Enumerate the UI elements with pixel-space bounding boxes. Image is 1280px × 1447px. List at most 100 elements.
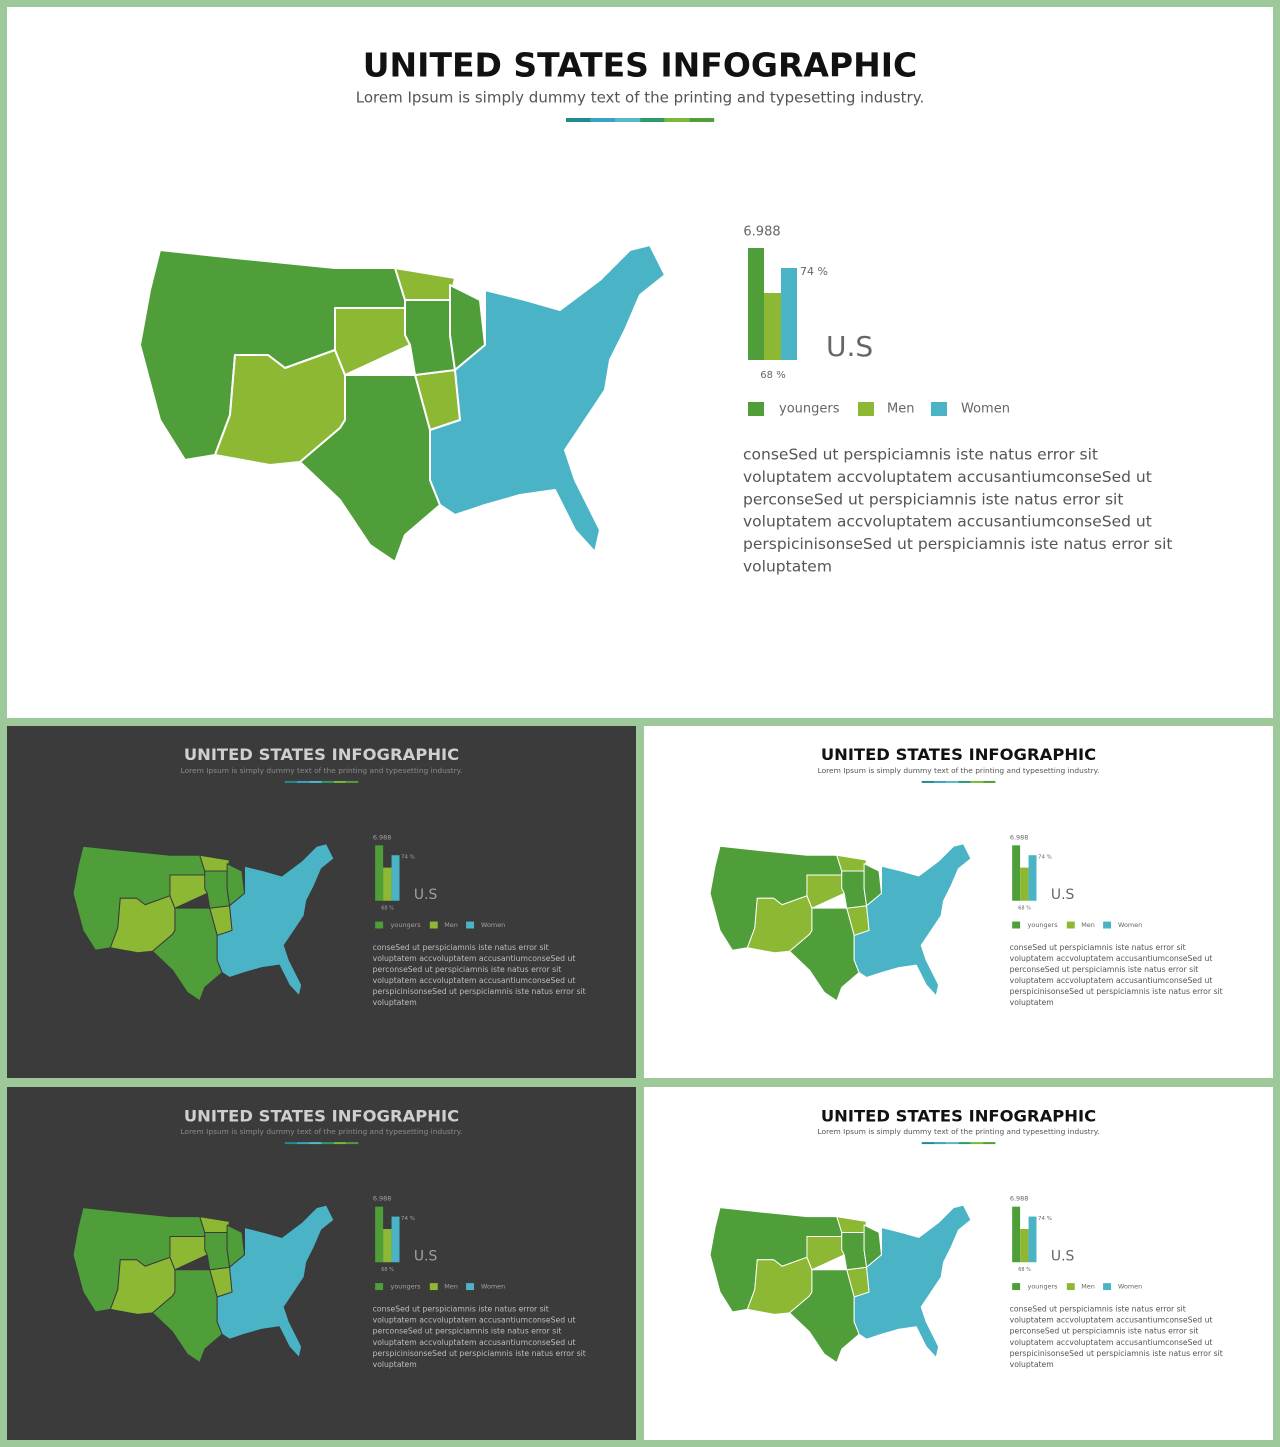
bar	[383, 867, 392, 901]
region-label: U.S	[414, 1248, 438, 1264]
legend-label: Women	[961, 402, 1010, 417]
subtitle: Lorem Ipsum is simply dummy text of the …	[181, 766, 463, 775]
map-region	[404, 299, 456, 376]
legend-label: Women	[481, 921, 505, 929]
title-underline	[958, 1142, 971, 1145]
slide: UNITED STATES INFOGRAPHIC Lorem Ipsum is …	[644, 1087, 1273, 1440]
legend-swatch	[375, 921, 384, 929]
title-underline	[566, 118, 591, 122]
region-label: U.S	[826, 330, 873, 363]
paragraph-line: conseSed ut perspiciamnis iste natus err…	[373, 1304, 549, 1313]
paragraph-line: voluptatem	[743, 558, 832, 576]
bar	[391, 855, 400, 901]
title-underline	[946, 1142, 959, 1145]
bar-label: 68 %	[1018, 906, 1031, 912]
title-underline	[921, 780, 935, 783]
subtitle: Lorem Ipsum is simply dummy text of the …	[818, 766, 1100, 775]
title-underline	[970, 780, 984, 783]
bar-label: 6.988	[373, 1195, 391, 1203]
map-region	[169, 1235, 208, 1271]
legend-swatch	[1103, 1283, 1112, 1291]
bar-label: 74 %	[401, 855, 415, 861]
bar-label: 74 %	[1038, 855, 1052, 861]
title-underline	[934, 780, 947, 783]
subtitle: Lorem Ipsum is simply dummy text of the …	[356, 89, 924, 107]
title-underline	[958, 780, 971, 783]
map-region	[841, 870, 868, 909]
paragraph-line: conseSed ut perspiciamnis iste natus err…	[1010, 943, 1186, 952]
title-underline	[309, 780, 322, 783]
legend-label: youngers	[391, 921, 422, 929]
legend-swatch	[1103, 921, 1112, 929]
paragraph-line: voluptatem accvoluptatem accusantiumcons…	[743, 513, 1152, 531]
paragraph-line: perconseSed ut perspiciamnis iste natus …	[373, 965, 562, 974]
title-underline	[333, 780, 347, 783]
title-underline	[321, 780, 334, 783]
paragraph-line: perspicinisonseSed ut perspiciamnis iste…	[1010, 987, 1223, 996]
title: UNITED STATES INFOGRAPHIC	[363, 46, 917, 85]
legend-label: Men	[1081, 921, 1095, 929]
paragraph-line: voluptatem accvoluptatem accusantiumcons…	[1010, 976, 1213, 985]
paragraph-line: voluptatem	[373, 998, 417, 1007]
bar-label: 68 %	[1018, 1267, 1031, 1273]
paragraph-line: voluptatem	[1010, 1360, 1054, 1369]
bar	[764, 293, 781, 360]
legend-label: Women	[1118, 921, 1142, 929]
map-region	[334, 307, 411, 376]
title-underline	[346, 780, 359, 783]
title: UNITED STATES INFOGRAPHIC	[184, 1106, 459, 1125]
legend-label: Men	[1081, 1283, 1095, 1291]
region-label: U.S	[1051, 887, 1075, 903]
title-underline	[983, 780, 996, 783]
legend-label: youngers	[779, 402, 840, 417]
title-underline	[321, 1142, 334, 1145]
legend-swatch	[748, 402, 764, 416]
bar	[1020, 1228, 1029, 1263]
bar-label: 74 %	[800, 265, 828, 278]
bar	[391, 1216, 400, 1263]
paragraph-line: voluptatem	[373, 1360, 417, 1369]
bar	[383, 1228, 392, 1263]
paragraph-line: voluptatem accvoluptatem accusantiumcons…	[1010, 1316, 1213, 1325]
bar	[1012, 1206, 1021, 1263]
title-underline	[640, 118, 665, 122]
slide: UNITED STATES INFOGRAPHIC Lorem Ipsum is …	[644, 726, 1273, 1078]
bar	[748, 248, 764, 360]
title-underline	[946, 780, 959, 783]
paragraph-line: perspicinisonseSed ut perspiciamnis iste…	[373, 987, 586, 996]
title-underline	[284, 1142, 298, 1145]
subtitle: Lorem Ipsum is simply dummy text of the …	[181, 1127, 463, 1136]
title-underline	[615, 118, 641, 122]
bar	[1028, 855, 1037, 901]
paragraph-line: voluptatem accvoluptatem accusantiumcons…	[743, 468, 1152, 486]
paragraph-line: conseSed ut perspiciamnis iste natus err…	[743, 446, 1098, 464]
title-underline	[346, 1142, 359, 1145]
legend-swatch	[466, 921, 475, 929]
legend-label: Women	[481, 1283, 505, 1291]
slide: UNITED STATES INFOGRAPHIC Lorem Ipsum is …	[7, 726, 636, 1078]
bar	[1020, 867, 1029, 901]
region-label: U.S	[414, 887, 438, 903]
title: UNITED STATES INFOGRAPHIC	[821, 745, 1096, 764]
slide: UNITED STATES INFOGRAPHIC Lorem Ipsum is …	[7, 1087, 636, 1440]
legend-label: Women	[1118, 1283, 1142, 1291]
bar-label: 6.988	[373, 833, 391, 841]
map-region	[169, 874, 208, 909]
title-underline	[664, 118, 690, 122]
bar-label: 68 %	[381, 906, 394, 912]
bar	[1028, 1216, 1037, 1263]
title-underline	[934, 1142, 947, 1145]
paragraph-line: voluptatem accvoluptatem accusantiumcons…	[373, 1338, 576, 1347]
bar-label: 74 %	[401, 1216, 415, 1222]
legend-label: Men	[887, 402, 914, 417]
legend-swatch	[1066, 1283, 1075, 1291]
legend-label: youngers	[391, 1283, 422, 1291]
paragraph-line: voluptatem accvoluptatem accusantiumcons…	[373, 976, 576, 985]
map-region	[204, 870, 231, 909]
region-label: U.S	[1051, 1248, 1075, 1264]
legend-swatch	[375, 1283, 384, 1291]
legend-label: Men	[444, 921, 458, 929]
title-underline	[970, 1142, 984, 1145]
bar-label: 68 %	[760, 370, 785, 381]
